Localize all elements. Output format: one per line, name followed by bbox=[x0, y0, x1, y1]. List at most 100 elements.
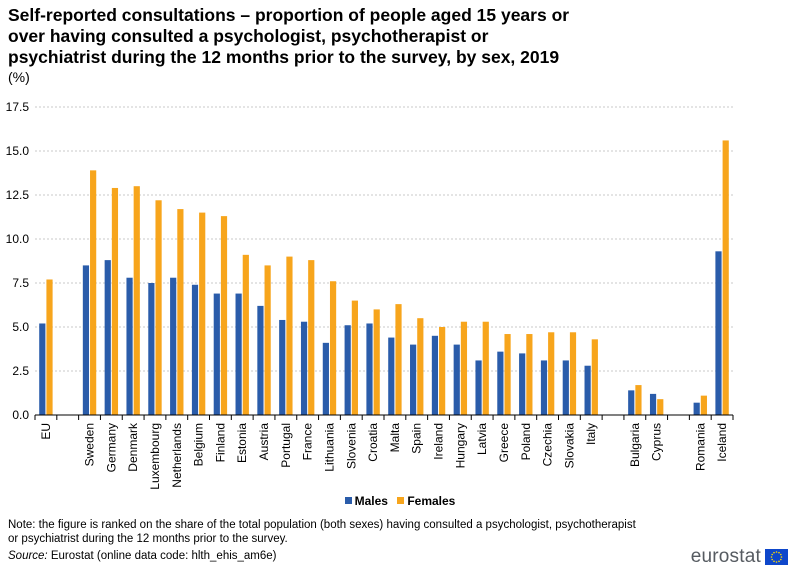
eu-flag-star bbox=[773, 560, 775, 563]
eu-flag-star bbox=[773, 551, 775, 554]
bar-males bbox=[279, 319, 286, 415]
x-tick-label: Greece bbox=[497, 423, 511, 463]
x-tick-label: Luxembourg bbox=[148, 423, 162, 490]
bar-females bbox=[46, 279, 53, 415]
bar-males bbox=[410, 344, 417, 415]
bar-males bbox=[213, 293, 220, 415]
chart-title: Self-reported consultations – proportion… bbox=[8, 5, 570, 67]
x-tick-label: Poland bbox=[519, 423, 533, 460]
legend-label-males: Males bbox=[354, 493, 388, 508]
bar-chart: 0.0 2.5 5.0 7.5 10.0 12.5 15.0 17.5 EU Sweden Germ… bbox=[6, 100, 734, 490]
bar-males bbox=[628, 390, 635, 415]
bar-females bbox=[417, 318, 424, 415]
y-tick-label: 2.5 bbox=[12, 364, 29, 378]
bar-males bbox=[126, 277, 133, 415]
bar-males bbox=[191, 284, 199, 415]
x-tick-label: Iceland bbox=[715, 423, 729, 462]
y-tick-label: 5.0 bbox=[12, 320, 29, 334]
x-tick-label: Sweden bbox=[83, 423, 97, 466]
x-tick-label: Slovenia bbox=[344, 423, 358, 469]
legend-swatch-males bbox=[344, 497, 352, 504]
x-tick-label: Croatia bbox=[366, 423, 380, 462]
x-tick-label: Portugal bbox=[279, 423, 293, 468]
x-tick-label: Austria bbox=[257, 423, 271, 461]
bar-females bbox=[177, 209, 184, 415]
source-text: Eurostat (online data code: hlth_ehis_am… bbox=[47, 550, 277, 562]
bar-males bbox=[497, 351, 504, 415]
unit-label: (%) bbox=[8, 69, 30, 85]
eu-flag-star bbox=[780, 558, 782, 561]
source-line: Source: Eurostat (online data code: hlth… bbox=[8, 550, 277, 562]
legend-label-females: Females bbox=[407, 493, 456, 508]
bar-males bbox=[649, 393, 657, 415]
bar-males bbox=[519, 353, 526, 415]
x-tick-label: Italy bbox=[584, 423, 598, 445]
bar-females bbox=[351, 300, 358, 415]
eu-flag-icon bbox=[765, 549, 788, 565]
eu-flag-stars bbox=[770, 551, 783, 563]
eu-flag-star bbox=[778, 551, 780, 554]
bar-males bbox=[715, 251, 722, 415]
eu-flag-star bbox=[770, 556, 773, 558]
bar-males bbox=[82, 265, 90, 415]
bar-females bbox=[460, 321, 468, 415]
bar-females bbox=[526, 334, 533, 415]
x-tick-label: Ireland bbox=[432, 423, 446, 460]
x-tick-label: Czechia bbox=[541, 423, 555, 467]
x-tick-label: Cyprus bbox=[650, 423, 664, 461]
y-tick-label: 15.0 bbox=[6, 144, 30, 158]
bar-males bbox=[540, 360, 548, 415]
legend-item-females: Females bbox=[397, 494, 455, 508]
bar-males bbox=[562, 360, 569, 415]
bar-females bbox=[90, 170, 97, 415]
x-tick-label: Hungary bbox=[453, 423, 467, 468]
bar-females bbox=[591, 339, 598, 415]
x-tick-label: Lithuania bbox=[322, 423, 336, 472]
bar-females bbox=[504, 334, 511, 415]
bar-males bbox=[693, 402, 700, 415]
bar-males bbox=[39, 323, 46, 415]
eu-flag-star bbox=[771, 553, 773, 556]
bar-males bbox=[322, 342, 329, 415]
bar-females bbox=[329, 281, 337, 415]
bar-females bbox=[635, 385, 642, 415]
bar-males bbox=[475, 360, 482, 415]
bar-females bbox=[286, 256, 293, 415]
y-tick-label: 10.0 bbox=[6, 232, 30, 246]
x-tick-label: Finland bbox=[213, 423, 227, 462]
eu-flag-star bbox=[780, 556, 783, 558]
y-tick-label: 0.0 bbox=[12, 408, 29, 422]
bar-females bbox=[548, 332, 555, 415]
eurostat-logo: eurostat bbox=[691, 546, 788, 568]
legend: Males Females bbox=[0, 493, 800, 508]
bar-females bbox=[395, 304, 402, 415]
bar-females bbox=[220, 216, 228, 415]
x-tick-label: Estonia bbox=[235, 423, 249, 463]
x-tick-label: Spain bbox=[410, 423, 424, 454]
eu-flag-star bbox=[775, 551, 778, 553]
x-tick-label: Romania bbox=[693, 423, 707, 471]
eu-flag-star bbox=[771, 558, 773, 561]
x-tick-label: Malta bbox=[388, 423, 402, 453]
bar-females bbox=[264, 265, 271, 415]
y-tick-label: 12.5 bbox=[6, 188, 30, 202]
eu-flag-star bbox=[775, 561, 778, 563]
bar-females bbox=[155, 200, 162, 415]
bar-males bbox=[431, 335, 439, 415]
bar-females bbox=[199, 212, 206, 415]
bar-males bbox=[148, 283, 155, 415]
bar-males bbox=[170, 277, 177, 415]
bar-females bbox=[439, 327, 446, 415]
x-tick-label: France bbox=[301, 423, 315, 461]
bar-males bbox=[344, 325, 351, 415]
eu-flag-star bbox=[778, 560, 780, 563]
bar-males bbox=[104, 260, 111, 415]
x-tick-label: Denmark bbox=[126, 422, 140, 472]
source-label: Source: bbox=[8, 550, 48, 562]
bar-females bbox=[482, 321, 489, 415]
x-tick-label: EU bbox=[39, 423, 53, 440]
y-tick-label: 7.5 bbox=[12, 276, 29, 290]
footnote: Note: the figure is ranked on the share … bbox=[8, 519, 636, 545]
legend-item-males: Males bbox=[344, 493, 388, 508]
bar-males bbox=[453, 344, 460, 415]
